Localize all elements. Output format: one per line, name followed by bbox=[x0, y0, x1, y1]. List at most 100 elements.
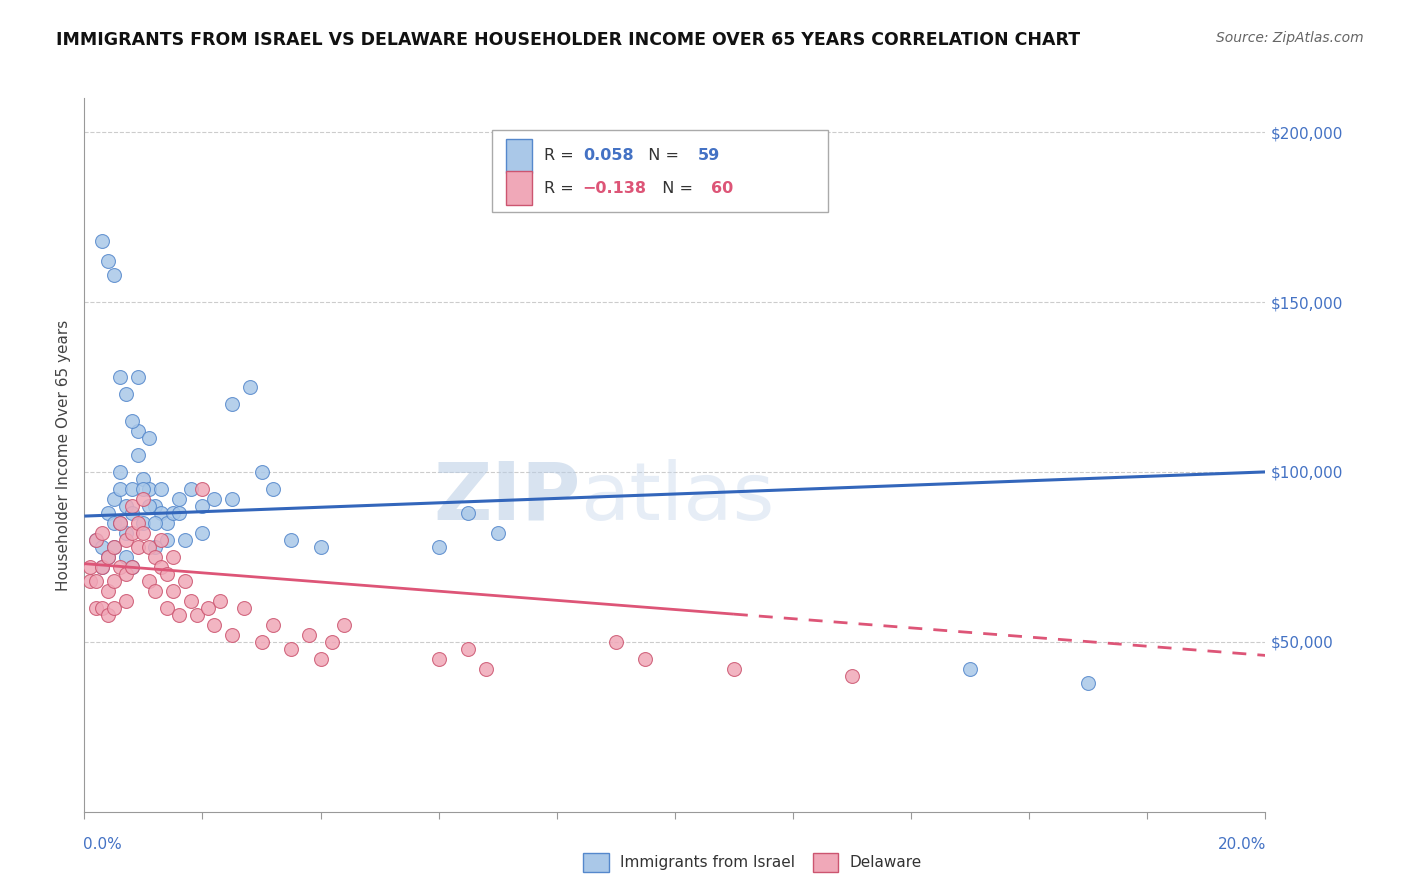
Point bbox=[309, 652, 332, 666]
Point bbox=[250, 635, 273, 649]
Point bbox=[143, 549, 166, 564]
Text: N =: N = bbox=[652, 180, 699, 195]
Point bbox=[103, 492, 125, 507]
Point bbox=[91, 560, 114, 574]
Point bbox=[114, 533, 136, 547]
Point bbox=[156, 566, 179, 581]
Point bbox=[132, 492, 155, 507]
Text: R =: R = bbox=[544, 180, 579, 195]
Point bbox=[232, 600, 254, 615]
Point bbox=[309, 540, 332, 554]
Point bbox=[127, 448, 149, 462]
Point bbox=[143, 540, 166, 554]
Point bbox=[108, 516, 131, 530]
Point bbox=[191, 499, 214, 513]
Point bbox=[91, 540, 114, 554]
Point bbox=[333, 617, 356, 632]
Point bbox=[97, 583, 120, 598]
Point bbox=[138, 499, 160, 513]
Point bbox=[108, 560, 131, 574]
Point bbox=[841, 669, 863, 683]
Point bbox=[91, 526, 114, 541]
Point bbox=[280, 641, 302, 656]
Point bbox=[91, 600, 114, 615]
Point bbox=[138, 574, 160, 588]
Text: N =: N = bbox=[638, 148, 685, 163]
Point bbox=[97, 549, 120, 564]
Point bbox=[221, 628, 243, 642]
Point bbox=[150, 533, 173, 547]
Point bbox=[121, 506, 143, 520]
Point bbox=[173, 574, 195, 588]
Bar bbox=[506, 171, 531, 205]
Point bbox=[97, 254, 120, 268]
Point bbox=[162, 583, 184, 598]
Point bbox=[138, 540, 160, 554]
Point bbox=[197, 600, 219, 615]
Point bbox=[103, 516, 125, 530]
Point bbox=[132, 482, 155, 496]
Point bbox=[180, 482, 202, 496]
Point bbox=[103, 540, 125, 554]
Point bbox=[108, 516, 131, 530]
Text: R =: R = bbox=[544, 148, 579, 163]
Text: IMMIGRANTS FROM ISRAEL VS DELAWARE HOUSEHOLDER INCOME OVER 65 YEARS CORRELATION : IMMIGRANTS FROM ISRAEL VS DELAWARE HOUSE… bbox=[56, 31, 1080, 49]
Point bbox=[79, 560, 101, 574]
Point bbox=[121, 560, 143, 574]
Point bbox=[475, 662, 498, 676]
Point bbox=[143, 516, 166, 530]
Text: 0.0%: 0.0% bbox=[83, 837, 122, 852]
Point bbox=[91, 560, 114, 574]
Text: ZIP: ZIP bbox=[433, 458, 581, 537]
Point bbox=[262, 482, 284, 496]
Y-axis label: Householder Income Over 65 years: Householder Income Over 65 years bbox=[56, 319, 72, 591]
Point bbox=[156, 533, 179, 547]
Point bbox=[262, 617, 284, 632]
Text: atlas: atlas bbox=[581, 458, 775, 537]
Point bbox=[103, 574, 125, 588]
Point bbox=[103, 540, 125, 554]
Point bbox=[138, 482, 160, 496]
Point bbox=[114, 566, 136, 581]
Text: Immigrants from Israel: Immigrants from Israel bbox=[620, 855, 794, 870]
Point bbox=[162, 506, 184, 520]
Point bbox=[114, 594, 136, 608]
Point bbox=[221, 397, 243, 411]
Point bbox=[167, 492, 190, 507]
Point bbox=[191, 482, 214, 496]
Text: −0.138: −0.138 bbox=[582, 180, 647, 195]
Point bbox=[1077, 675, 1099, 690]
Point bbox=[202, 617, 225, 632]
Point bbox=[156, 516, 179, 530]
Point bbox=[127, 540, 149, 554]
FancyBboxPatch shape bbox=[492, 130, 828, 212]
Point bbox=[108, 482, 131, 496]
Point bbox=[162, 549, 184, 564]
Point bbox=[239, 380, 262, 394]
Point bbox=[186, 607, 208, 622]
Point bbox=[221, 492, 243, 507]
Point bbox=[605, 635, 627, 649]
Point bbox=[79, 574, 101, 588]
Text: 20.0%: 20.0% bbox=[1218, 837, 1267, 852]
Bar bbox=[506, 139, 531, 173]
Text: Delaware: Delaware bbox=[849, 855, 921, 870]
Point bbox=[202, 492, 225, 507]
Point bbox=[150, 482, 173, 496]
Point bbox=[959, 662, 981, 676]
Point bbox=[121, 560, 143, 574]
Point bbox=[723, 662, 745, 676]
Point bbox=[486, 526, 509, 541]
Point bbox=[191, 526, 214, 541]
Point bbox=[108, 465, 131, 479]
Point bbox=[84, 533, 107, 547]
Point bbox=[132, 516, 155, 530]
Point bbox=[280, 533, 302, 547]
Point bbox=[127, 424, 149, 438]
Point bbox=[150, 560, 173, 574]
Point bbox=[84, 533, 107, 547]
Point bbox=[173, 533, 195, 547]
Point bbox=[321, 635, 343, 649]
Point bbox=[97, 549, 120, 564]
Point bbox=[209, 594, 232, 608]
